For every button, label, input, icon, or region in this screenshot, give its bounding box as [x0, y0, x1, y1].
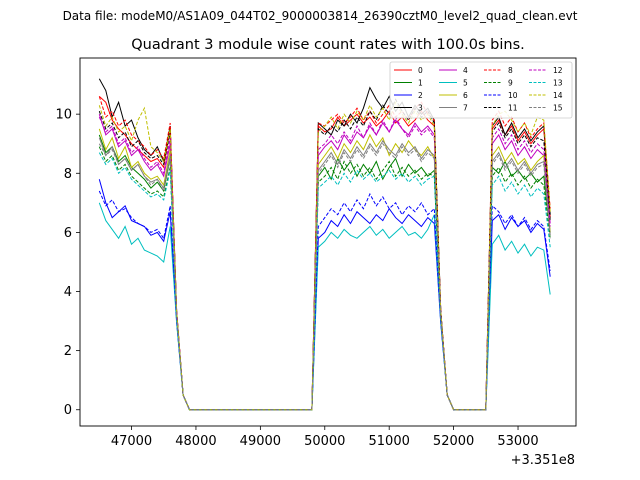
y-tick-label: 0: [64, 403, 72, 418]
x-tick-label: 49000: [240, 434, 281, 449]
legend-label-9: 9: [508, 79, 513, 88]
legend-label-5: 5: [463, 79, 468, 88]
legend-label-10: 10: [508, 91, 518, 100]
series-line-7: [98, 137, 551, 411]
y-tick-label: 4: [64, 285, 72, 300]
series-line-5: [98, 202, 551, 411]
legend-label-0: 0: [418, 66, 423, 75]
y-tick-label: 10: [55, 108, 72, 123]
legend-label-1: 1: [418, 79, 423, 88]
x-tick-label: 52000: [433, 434, 474, 449]
legend-box: [389, 61, 573, 119]
series-line-0: [98, 96, 551, 411]
y-tick-label: 6: [64, 226, 72, 241]
x-tick-label: 48000: [175, 434, 216, 449]
series-line-1: [98, 134, 551, 411]
y-axis: 0 2 4 6 8 10: [55, 108, 80, 418]
x-axis: 47000 48000 49000 50000 51000 52000 53000: [111, 426, 539, 449]
legend-label-4: 4: [463, 66, 468, 75]
plot-lines: [98, 78, 551, 411]
series-line-6: [98, 128, 551, 411]
series-line-10: [98, 190, 551, 411]
series-line-11: [98, 98, 551, 411]
legend-label-2: 2: [418, 91, 423, 100]
legend-label-14: 14: [553, 91, 563, 100]
legend-label-15: 15: [553, 104, 563, 113]
y-tick-label: 2: [64, 344, 72, 359]
series-line-15: [98, 142, 551, 411]
legend-label-7: 7: [463, 104, 468, 113]
plot-frame: [79, 57, 577, 427]
series-line-12: [98, 115, 551, 411]
legend-label-6: 6: [463, 91, 468, 100]
legend-label-11: 11: [508, 104, 518, 113]
chart-title: Quadrant 3 module wise count rates with …: [131, 37, 525, 53]
x-tick-label: 50000: [304, 434, 345, 449]
series-line-3: [98, 78, 551, 411]
x-tick-label: 51000: [369, 434, 410, 449]
legend-label-13: 13: [553, 79, 563, 88]
legend-label-8: 8: [508, 66, 513, 75]
x-tick-label: 53000: [497, 434, 538, 449]
legend-label-3: 3: [418, 104, 423, 113]
series-line-2: [98, 179, 551, 411]
x-tick-label: 47000: [111, 434, 152, 449]
series-line-13: [98, 152, 551, 411]
series-line-4: [98, 114, 551, 411]
y-tick-label: 8: [64, 167, 72, 182]
chart-suptitle: Data file: modeM0/AS1A09_044T02_90000038…: [63, 9, 578, 23]
series-line-9: [98, 146, 551, 411]
x-offset-label: +3.351e8: [511, 453, 575, 468]
legend-label-12: 12: [553, 66, 563, 75]
